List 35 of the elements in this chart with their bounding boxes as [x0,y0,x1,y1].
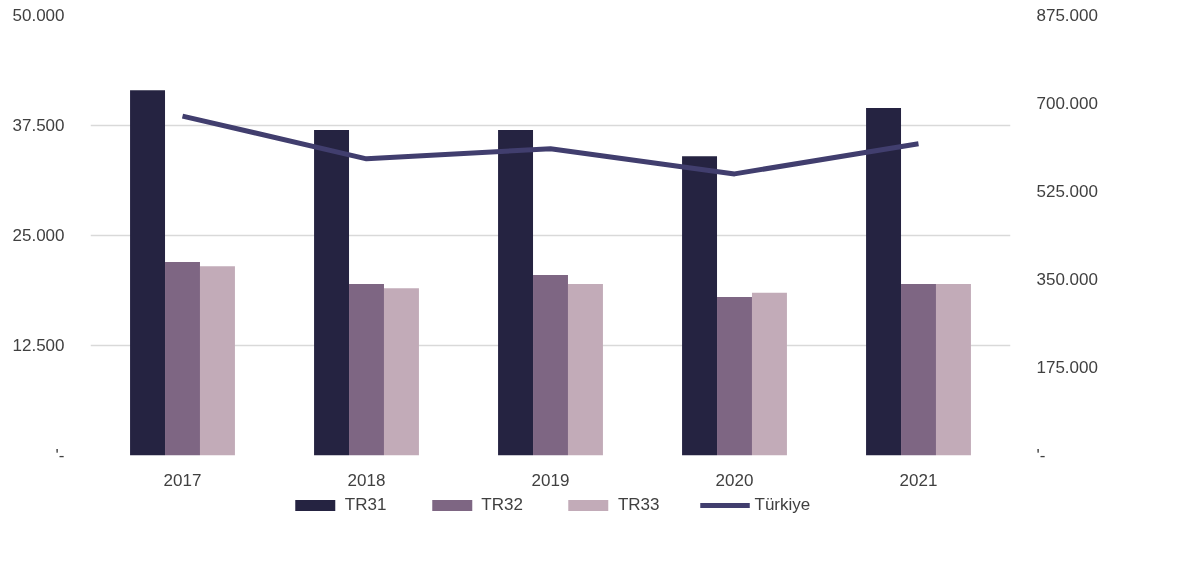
bar [935,283,971,456]
x-tick-label: 2021 [899,470,938,490]
legend-label: TR31 [344,495,387,515]
y-tick-label: 37.500 [12,116,65,135]
y2-tick-label: 875.000 [1036,6,1098,25]
y2-tick-label: '- [1036,446,1046,465]
y2-tick-label: 350.000 [1036,270,1098,289]
bar [682,156,718,456]
y-tick-label: '- [55,446,65,465]
x-tick-label: 2019 [531,470,570,490]
bar [751,292,787,456]
bar [199,266,235,456]
y2-tick-label: 175.000 [1036,358,1098,377]
x-tick-label: 2020 [715,470,754,490]
y-tick-label: 12.500 [12,336,65,355]
bar [498,129,534,456]
bar [383,288,419,456]
bar [165,261,200,456]
legend-label: TR33 [617,495,660,515]
bar [901,283,936,456]
y-tick-label: 25.000 [12,226,65,245]
bar [533,275,568,456]
legend-label: Türkiye [754,495,811,515]
legend-label: TR32 [481,495,523,515]
y-tick-label: 50.000 [12,6,65,25]
y2-tick-label: 700.000 [1036,94,1098,113]
y2-tick-label: 525.000 [1036,182,1098,201]
bar [349,283,384,456]
bar [717,297,752,456]
x-tick-label: 2018 [347,470,386,490]
bar [567,283,603,456]
bar [130,90,166,456]
x-tick-label: 2017 [163,470,202,490]
bar [314,129,350,456]
bar [866,107,902,456]
